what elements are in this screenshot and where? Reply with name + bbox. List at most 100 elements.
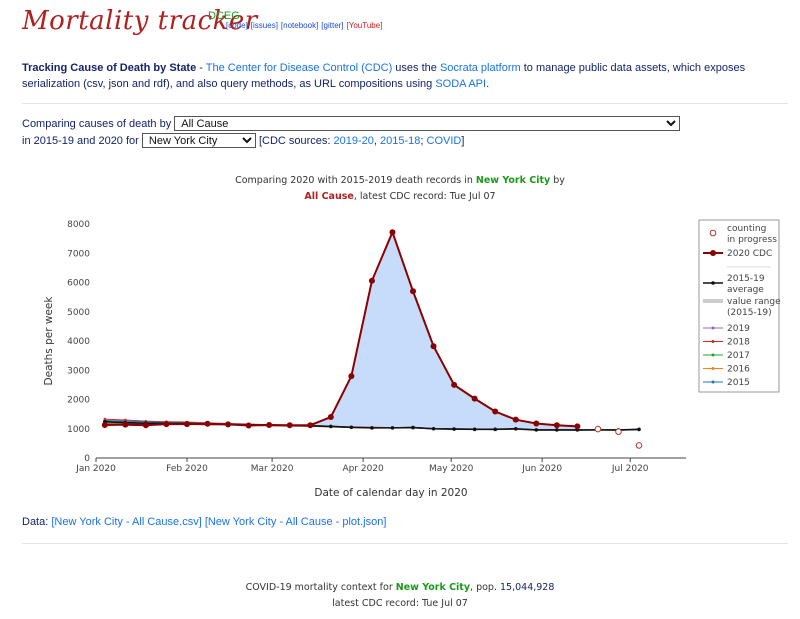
- sources-suffix: ]: [461, 135, 465, 147]
- footer-part2: , pop.: [470, 582, 500, 593]
- source-link-covid[interactable]: COVID: [426, 135, 462, 147]
- average-point: [637, 427, 641, 432]
- intro-text-3: .: [486, 78, 490, 90]
- divider-top: [22, 103, 788, 104]
- sources-sep-1: ,: [373, 135, 381, 147]
- cdc-2020-point: [410, 288, 417, 295]
- cause-select[interactable]: All Cause: [174, 116, 681, 131]
- legend-marker-in-progress: [709, 229, 717, 237]
- csv-download-link[interactable]: [New York City - All Cause.csv]: [51, 516, 202, 528]
- average-point: [370, 426, 374, 430]
- x-tick-label: Mar 2020: [251, 464, 294, 474]
- cdc-2020-point: [533, 420, 540, 427]
- y-tick-label: 6000: [67, 279, 90, 289]
- average-point: [411, 425, 415, 430]
- data-links-prefix: Data:: [22, 516, 52, 528]
- mortality-chart[interactable]: 0 1000 2000 3000 4000 5000 6000 7000 8000 Jan 202…: [0, 0, 800, 510]
- average-point: [452, 427, 456, 431]
- legend-label-2016: 2016: [727, 365, 750, 375]
- cdc-2020-point: [286, 422, 293, 429]
- in-progress-point: [594, 425, 602, 433]
- chart-title: Comparing 2020 with 2015-2019 death reco…: [0, 173, 800, 205]
- intro-heading: Tracking Cause of Death by State: [22, 62, 197, 74]
- cdc-2020-point: [512, 416, 519, 423]
- cdc-2020-point: [163, 421, 170, 428]
- legend-label-2018: 2018: [727, 338, 750, 348]
- issues-link[interactable]: [issues]: [250, 21, 278, 30]
- y-tick-label: 8000: [67, 220, 90, 230]
- axes: 0 1000 2000 3000 4000 5000 6000 7000 8000 Jan 202…: [43, 220, 686, 499]
- in-progress-point: [635, 442, 643, 449]
- legend-marker-average: [711, 281, 715, 285]
- cdc-2020-point: [471, 395, 478, 402]
- footer-part1: COVID-19 mortality context for: [245, 582, 396, 593]
- x-tick-label: Jan 2020: [75, 464, 116, 474]
- cdc-2020-point: [368, 277, 375, 284]
- cdc-2020-point: [142, 422, 149, 429]
- average-point: [472, 427, 477, 432]
- cdc-2020-point: [245, 422, 252, 429]
- legend-label-average: 2015-19 average: [727, 274, 765, 295]
- cdc-2020-line: [104, 229, 578, 428]
- cdc-2020-point: [327, 414, 334, 421]
- intro-text-1: uses the: [392, 62, 440, 74]
- legend-box: [698, 219, 780, 393]
- app-title: Mortality tracker: [22, 6, 258, 36]
- cause-row: Comparing causes of death by All Cause: [22, 116, 681, 133]
- source-link-2015-18[interactable]: 2015-18: [380, 135, 421, 147]
- intro-paragraph: Tracking Cause of Death by State - The C…: [22, 60, 782, 92]
- cdc-2020-point: [122, 421, 129, 428]
- plot-area: [101, 229, 643, 449]
- state-row: in 2015-19 and 2020 for New York City [C…: [22, 133, 680, 150]
- json-download-link[interactable]: [New York City - All Cause - plot.json]: [204, 516, 387, 528]
- code-link[interactable]: [code]: [226, 21, 248, 30]
- gitter-link[interactable]: [gitter]: [321, 21, 344, 30]
- sources-sep-2: ;: [420, 135, 427, 147]
- chart-title-part2: by: [550, 175, 565, 186]
- cdc-2020-point: [430, 343, 437, 350]
- cdc-2020-point: [574, 423, 581, 430]
- y-tick-label: 1000: [67, 425, 90, 435]
- legend-marker-cdc-2020: [710, 250, 716, 256]
- x-tick-label: Apr 2020: [342, 464, 384, 474]
- legend-label-in-progress: counting in progress: [727, 224, 777, 245]
- average-point: [555, 428, 559, 432]
- cause-label: Comparing causes of death by: [22, 118, 172, 130]
- y-tick-label: 5000: [67, 308, 90, 318]
- socrata-link[interactable]: Socrata platform: [439, 62, 521, 74]
- notebook-link[interactable]: [notebook]: [280, 21, 319, 30]
- state-select[interactable]: New York City: [141, 133, 256, 148]
- legend[interactable]: counting in progress 2020 CDC 2015-19 averag…: [698, 219, 781, 393]
- app-badge: DCEG: [208, 10, 240, 22]
- legend-marker-2015: [711, 380, 715, 384]
- sources-prefix: [CDC sources:: [258, 135, 334, 147]
- state-label: in 2015-19 and 2020 for: [22, 135, 139, 147]
- y-axis-title: Deaths per week: [43, 296, 55, 386]
- chart-title-part3: , latest CDC record: Tue Jul 07: [353, 191, 496, 202]
- cdc-2020-point: [266, 421, 273, 428]
- cdc-2020-point: [553, 422, 560, 429]
- legend-label-range: value range (2015-19): [727, 297, 781, 318]
- y-tick-label: 4000: [67, 337, 90, 347]
- x-axis-title: Date of calendar day in 2020: [314, 487, 467, 499]
- average-point: [349, 425, 354, 430]
- cdc-2020-point: [307, 422, 314, 429]
- youtube-link[interactable]: [YouTube]: [346, 21, 383, 30]
- y-tick-label: 2000: [67, 396, 90, 406]
- cdc-link[interactable]: The Center for Disease Control (CDC): [205, 62, 393, 74]
- data-links: Data: [New York City - All Cause.csv] [N…: [22, 516, 386, 528]
- y-tick-label: 3000: [67, 366, 90, 376]
- in-progress-point: [615, 428, 622, 435]
- cdc-2020-point: [183, 421, 190, 428]
- x-tick-label: May 2020: [429, 464, 474, 474]
- soda-api-link[interactable]: SODA API: [435, 78, 487, 90]
- source-link-2019-20[interactable]: 2019-20: [333, 135, 374, 147]
- chart-title-state: New York City: [475, 175, 551, 186]
- y-tick-label: 7000: [67, 249, 90, 259]
- footer-state: New York City: [395, 582, 471, 593]
- x-tick-label: Jun 2020: [521, 464, 562, 474]
- cdc-2020-point: [389, 229, 396, 236]
- legend-label-cdc-2020: 2020 CDC: [727, 249, 772, 259]
- cdc-2020-point: [348, 373, 355, 380]
- x-tick-label: Jul 2020: [611, 464, 649, 474]
